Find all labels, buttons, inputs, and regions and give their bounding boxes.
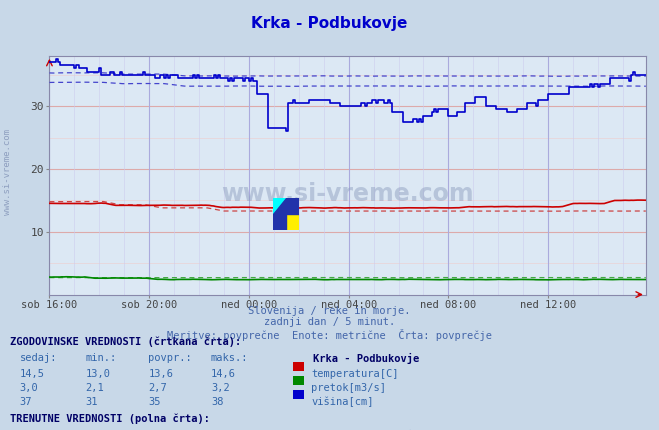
Text: višina[cm]: višina[cm] [311, 397, 374, 407]
Text: Slovenija / reke in morje.: Slovenija / reke in morje. [248, 306, 411, 316]
Text: sedaj:: sedaj: [20, 353, 57, 363]
Text: Krka - Podbukovje: Krka - Podbukovje [313, 353, 419, 365]
Text: 2,7: 2,7 [148, 383, 167, 393]
Text: 14,5: 14,5 [20, 369, 45, 378]
Text: 35: 35 [148, 397, 161, 407]
Text: www.si-vreme.com: www.si-vreme.com [221, 182, 474, 206]
Text: ZGODOVINSKE VREDNOSTI (črtkana črta):: ZGODOVINSKE VREDNOSTI (črtkana črta): [10, 336, 241, 347]
Text: pretok[m3/s]: pretok[m3/s] [311, 383, 386, 393]
Text: Krka - Podbukovje: Krka - Podbukovje [251, 16, 408, 31]
Text: 13,0: 13,0 [86, 369, 111, 378]
Polygon shape [273, 214, 286, 230]
Polygon shape [286, 214, 299, 230]
Text: 38: 38 [211, 397, 223, 407]
Text: temperatura[C]: temperatura[C] [311, 369, 399, 378]
Text: www.si-vreme.com: www.si-vreme.com [3, 129, 13, 215]
Text: 31: 31 [86, 397, 98, 407]
Text: min.:: min.: [86, 353, 117, 363]
Text: 2,1: 2,1 [86, 383, 104, 393]
Text: 3,0: 3,0 [20, 383, 38, 393]
Text: maks.:: maks.: [211, 353, 248, 363]
Text: 13,6: 13,6 [148, 369, 173, 378]
Polygon shape [273, 198, 286, 214]
Text: 37: 37 [20, 397, 32, 407]
Text: zadnji dan / 5 minut.: zadnji dan / 5 minut. [264, 317, 395, 327]
Text: 3,2: 3,2 [211, 383, 229, 393]
Text: Meritve: povprečne  Enote: metrične  Črta: povprečje: Meritve: povprečne Enote: metrične Črta:… [167, 329, 492, 341]
Polygon shape [273, 198, 299, 214]
Text: TRENUTNE VREDNOSTI (polna črta):: TRENUTNE VREDNOSTI (polna črta): [10, 413, 210, 424]
Text: povpr.:: povpr.: [148, 353, 192, 363]
Text: 14,6: 14,6 [211, 369, 236, 378]
